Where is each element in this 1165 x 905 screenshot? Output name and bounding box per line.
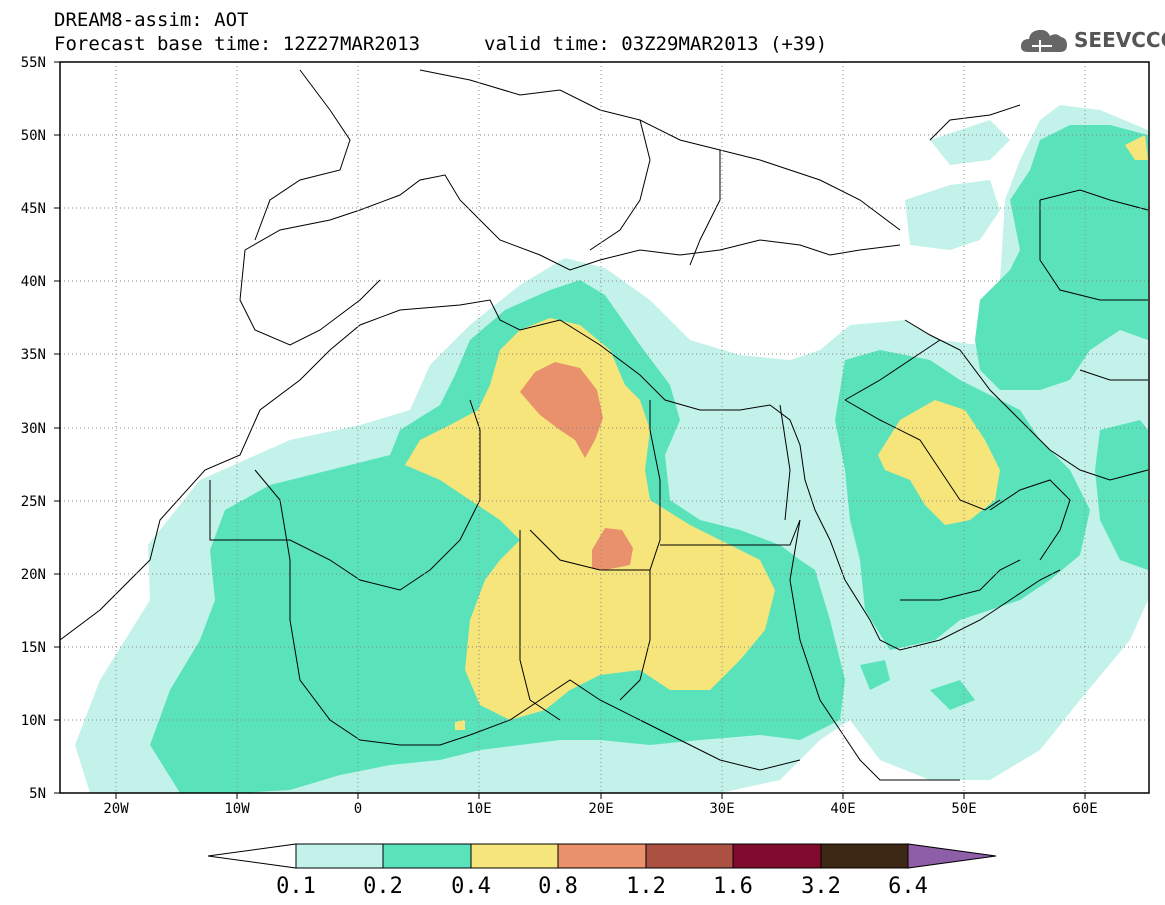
colorbar xyxy=(207,843,997,869)
colorbar-low-arrow xyxy=(207,843,297,869)
lat-label: 55N xyxy=(21,55,46,71)
cloud-icon xyxy=(1020,29,1067,52)
colorbar-swatch-1.2 xyxy=(645,843,734,869)
colorbar-label: 0.2 xyxy=(363,874,403,899)
lat-label: 20N xyxy=(21,567,46,583)
lon-label: 10E xyxy=(466,801,491,817)
lat-label: 25N xyxy=(21,494,46,510)
lat-label: 15N xyxy=(21,640,46,656)
lat-label: 45N xyxy=(21,201,46,217)
colorbar-high-arrow xyxy=(907,843,997,869)
aot-band-0.8 xyxy=(520,362,633,570)
forecast-base-time: Forecast base time: 12Z27MAR2013 xyxy=(54,33,421,55)
colorbar-swatch-0.1 xyxy=(295,843,384,869)
colorbar-swatch-0.2 xyxy=(382,843,472,869)
lon-label: 40E xyxy=(830,801,855,817)
lat-label: 40N xyxy=(21,274,46,290)
coastlines xyxy=(60,69,1149,781)
valid-time: valid time: 03Z29MAR2013 (+39) xyxy=(484,33,828,55)
colorbar-label: 6.4 xyxy=(888,874,928,899)
colorbar-label: 0.4 xyxy=(451,874,491,899)
colorbar-swatch-0.8 xyxy=(557,843,647,869)
map-title: DREAM8-assim: AOT xyxy=(54,9,249,31)
colorbar-swatch-0.4 xyxy=(470,843,559,869)
colorbar-label: 1.2 xyxy=(626,874,666,899)
lon-label: 50E xyxy=(951,801,976,817)
lon-label: 60E xyxy=(1072,801,1097,817)
colorbar-label: 0.1 xyxy=(276,874,316,899)
lon-label: 20E xyxy=(588,801,613,817)
seevccc-logo: SEEVCCC xyxy=(1018,24,1165,58)
lat-labels: 55N 50N 45N 40N 35N 30N 25N 20N 15N 10N … xyxy=(21,55,46,802)
logo-text: SEEVCCC xyxy=(1074,28,1165,52)
colorbar-label: 1.6 xyxy=(713,874,753,899)
lat-label: 35N xyxy=(21,347,46,363)
tick-marks xyxy=(54,61,1086,799)
lon-label: 20W xyxy=(103,801,129,817)
lon-label: 30E xyxy=(709,801,734,817)
lon-label: 10W xyxy=(224,801,250,817)
aot-band-0.4 xyxy=(405,135,1148,730)
colorbar-swatch-1.6 xyxy=(732,843,822,869)
lon-labels: 20W 10W 0 10E 20E 30E 40E 50E 60E xyxy=(103,801,1097,817)
colorbar-swatch-3.2 xyxy=(820,843,909,869)
lat-label: 50N xyxy=(21,128,46,144)
lat-label: 10N xyxy=(21,713,46,729)
lon-label: 0 xyxy=(354,801,362,817)
colorbar-label: 0.8 xyxy=(538,874,578,899)
colorbar-label: 3.2 xyxy=(801,874,841,899)
lat-label: 5N xyxy=(29,786,46,802)
lat-label: 30N xyxy=(21,421,46,437)
colorbar-labels: 0.1 0.2 0.4 0.8 1.2 1.6 3.2 6.4 xyxy=(276,874,928,899)
grid-lines xyxy=(60,62,1149,793)
